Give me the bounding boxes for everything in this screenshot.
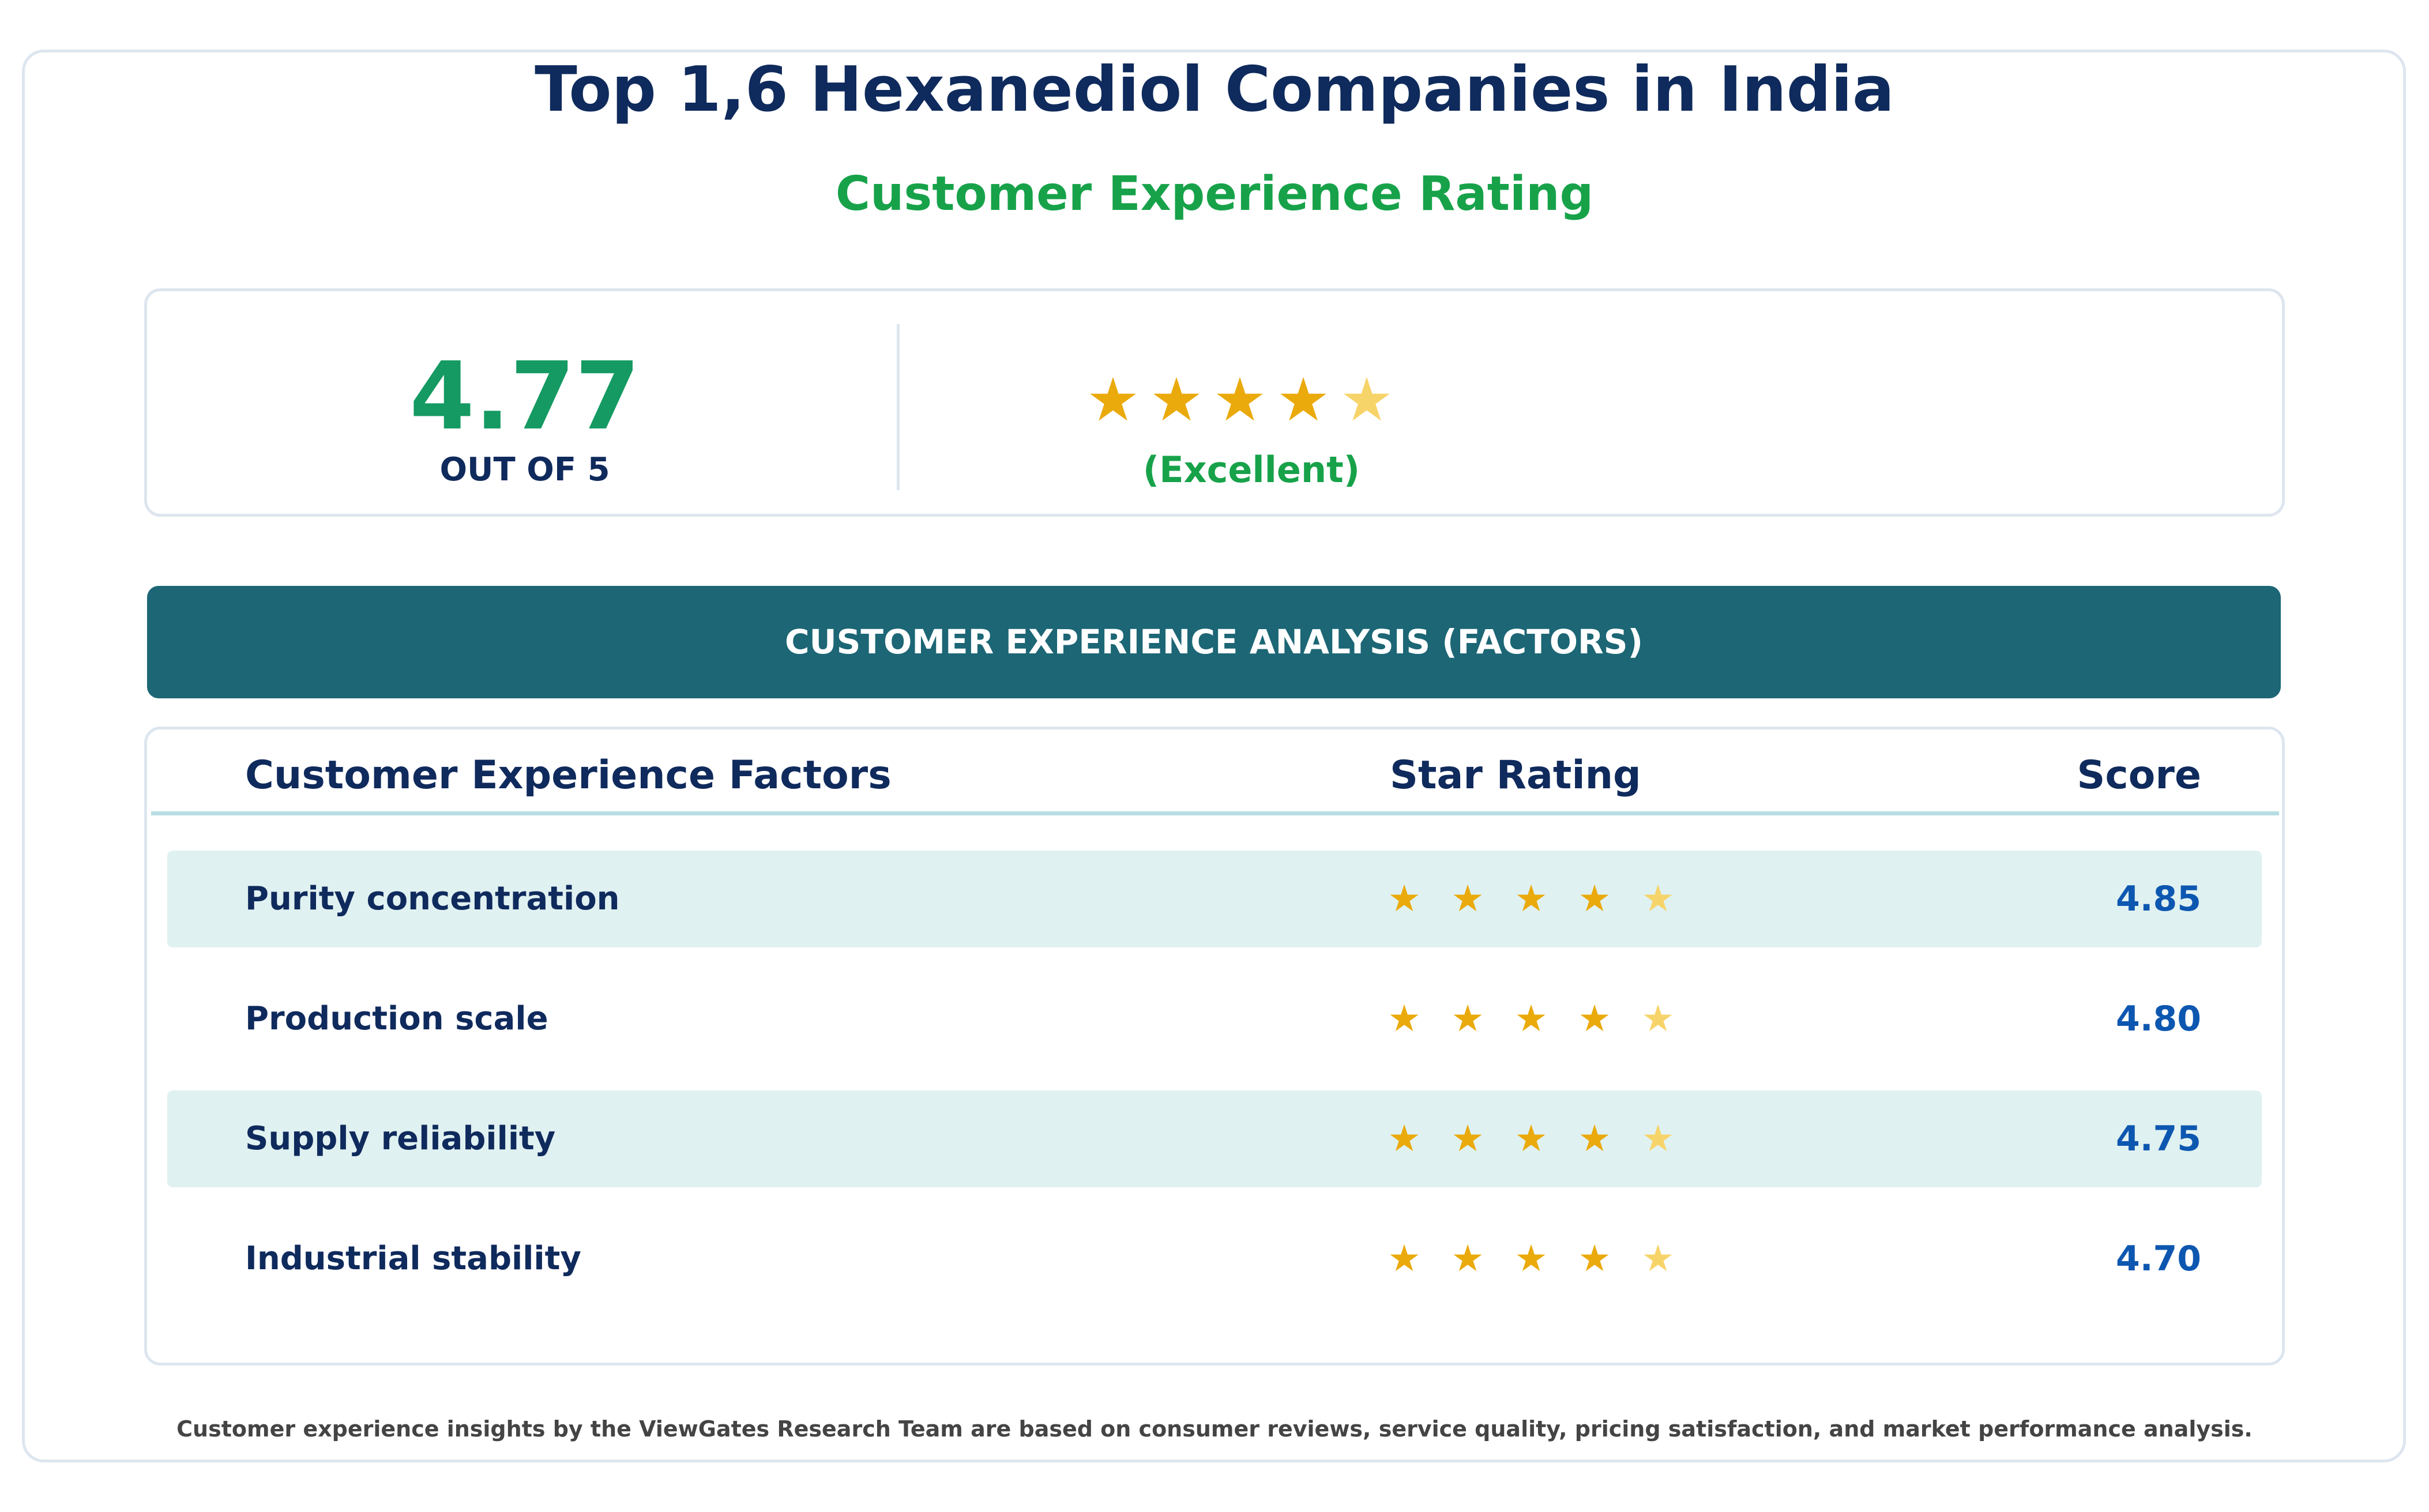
table-row: Production scale ★ ★ ★ ★ ★ 4.80 (167, 971, 2262, 1067)
star-full-icon: ★ (1388, 998, 1421, 1040)
star-full-icon: ★ (1514, 878, 1548, 920)
star-partial-icon: ★ (1641, 998, 1675, 1040)
analysis-banner: CUSTOMER EXPERIENCE ANALYSIS (FACTORS) (147, 586, 2281, 698)
summary-panel (144, 288, 2285, 517)
star-full-icon: ★ (1149, 364, 1209, 435)
star-full-icon: ★ (1451, 1118, 1484, 1160)
factor-name: Purity concentration (245, 880, 620, 917)
star-partial-icon: ★ (1340, 364, 1400, 435)
star-full-icon: ★ (1514, 998, 1548, 1040)
star-full-icon: ★ (1388, 1118, 1421, 1160)
star-partial-icon: ★ (1641, 878, 1675, 920)
factor-name: Production scale (245, 1000, 548, 1037)
star-full-icon: ★ (1578, 1238, 1611, 1280)
out-of-label: OUT OF 5 (439, 451, 610, 488)
factor-name: Supply reliability (245, 1120, 556, 1157)
table-row: Supply reliability ★ ★ ★ ★ ★ 4.75 (167, 1090, 2262, 1187)
star-full-icon: ★ (1514, 1118, 1548, 1160)
factors-table (144, 727, 2285, 1366)
star-full-icon: ★ (1086, 364, 1146, 435)
star-full-icon: ★ (1578, 878, 1611, 920)
factor-score: 4.80 (2115, 999, 2201, 1039)
star-full-icon: ★ (1514, 1238, 1548, 1280)
star-partial-icon: ★ (1641, 1238, 1675, 1280)
star-full-icon: ★ (1276, 364, 1336, 435)
column-header-score: Score (2077, 753, 2201, 798)
star-full-icon: ★ (1451, 878, 1484, 920)
row-star-rating: ★ ★ ★ ★ ★ (1373, 971, 1690, 1067)
factor-score: 4.70 (2115, 1239, 2201, 1279)
summary-divider (897, 324, 900, 490)
row-star-rating: ★ ★ ★ ★ ★ (1373, 851, 1690, 947)
star-full-icon: ★ (1578, 998, 1611, 1040)
overall-star-rating: ★★★★★ (1084, 362, 1401, 437)
card-frame (22, 50, 2406, 1462)
table-row: Purity concentration ★ ★ ★ ★ ★ 4.85 (167, 851, 2262, 947)
star-full-icon: ★ (1388, 878, 1421, 920)
factor-name: Industrial stability (245, 1240, 581, 1277)
star-partial-icon: ★ (1641, 1118, 1675, 1160)
factor-score: 4.85 (2115, 879, 2201, 919)
column-header-rating: Star Rating (1390, 753, 1641, 798)
row-star-rating: ★ ★ ★ ★ ★ (1373, 1210, 1690, 1307)
row-star-rating: ★ ★ ★ ★ ★ (1373, 1090, 1690, 1187)
factor-score: 4.75 (2115, 1119, 2201, 1159)
page-subtitle: Customer Experience Rating (835, 167, 1594, 221)
header-divider (151, 811, 2279, 815)
star-full-icon: ★ (1213, 364, 1273, 435)
star-full-icon: ★ (1451, 1238, 1484, 1280)
star-full-icon: ★ (1388, 1238, 1421, 1280)
footer-note: Customer experience insights by the View… (176, 1416, 2253, 1442)
page-title: Top 1,6 Hexanediol Companies in India (535, 54, 1894, 126)
overall-score: 4.77 (409, 343, 640, 451)
column-header-factor: Customer Experience Factors (245, 753, 892, 798)
rating-label: (Excellent) (1142, 449, 1360, 491)
table-row: Industrial stability ★ ★ ★ ★ ★ 4.70 (167, 1210, 2262, 1307)
star-full-icon: ★ (1451, 998, 1484, 1040)
analysis-banner-title: CUSTOMER EXPERIENCE ANALYSIS (FACTORS) (784, 622, 1644, 661)
star-full-icon: ★ (1578, 1118, 1611, 1160)
